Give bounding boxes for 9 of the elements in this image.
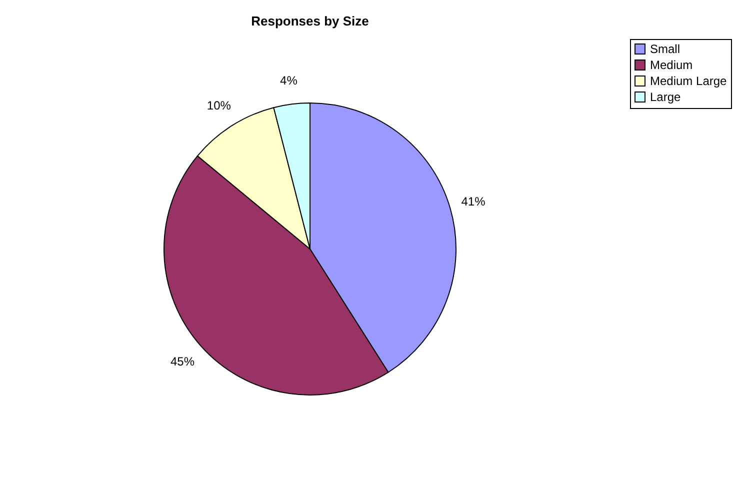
chart-title: Responses by Size [251, 14, 369, 28]
data-label: 10% [206, 98, 232, 112]
legend-label: Medium Large [650, 74, 728, 88]
data-label: 45% [170, 354, 195, 368]
legend-label: Medium [650, 58, 693, 72]
legend-label: Large [650, 90, 682, 104]
data-label: 4% [280, 73, 298, 88]
legend-label: Small [650, 42, 680, 56]
data-label: 41% [461, 194, 486, 209]
